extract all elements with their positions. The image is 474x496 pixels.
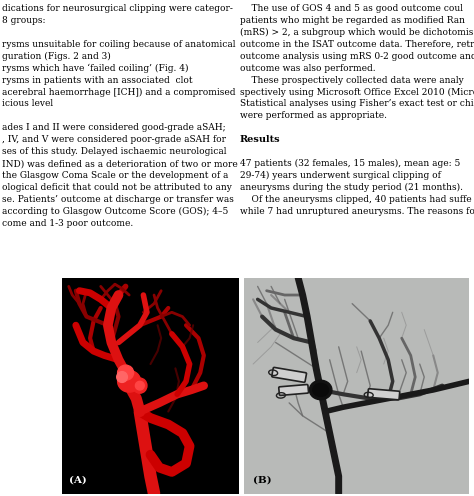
Text: rysms unsuitable for coiling because of anatomical: rysms unsuitable for coiling because of … [2,40,236,49]
Text: the Glasgow Coma Scale or the development of a: the Glasgow Coma Scale or the developmen… [2,171,228,180]
Text: The use of GOS 4 and 5 as good outcome coul: The use of GOS 4 and 5 as good outcome c… [240,4,463,13]
FancyBboxPatch shape [272,368,307,382]
Text: IND) was defined as a deterioration of two or more: IND) was defined as a deterioration of t… [2,159,238,168]
Text: These prospectively collected data were analy: These prospectively collected data were … [240,75,464,85]
Text: outcome analysis using mRS 0-2 good outcome and: outcome analysis using mRS 0-2 good outc… [240,52,474,61]
Text: come and 1-3 poor outcome.: come and 1-3 poor outcome. [2,219,133,228]
Ellipse shape [117,372,128,382]
Ellipse shape [310,380,332,400]
Ellipse shape [118,371,141,392]
Ellipse shape [118,365,134,380]
Text: rysms in patients with an associated  clot: rysms in patients with an associated clo… [2,75,192,85]
Text: outcome in the ISAT outcome data. Therefore, retr: outcome in the ISAT outcome data. Theref… [240,40,474,49]
Text: Results: Results [240,135,281,144]
Text: se. Patients’ outcome at discharge or transfer was: se. Patients’ outcome at discharge or tr… [2,195,234,204]
Text: according to Glasgow Outcome Score (GOS); 4–5: according to Glasgow Outcome Score (GOS)… [2,207,228,216]
Text: 8 groups:: 8 groups: [2,16,46,25]
Text: acerebral haemorrhage [ICH]) and a compromised: acerebral haemorrhage [ICH]) and a compr… [2,87,236,97]
FancyBboxPatch shape [368,389,400,400]
Text: were performed as appropriate.: were performed as appropriate. [240,112,387,121]
Ellipse shape [136,381,144,390]
Text: ological deficit that could not be attributed to any: ological deficit that could not be attri… [2,183,232,192]
Text: Of the aneurysms clipped, 40 patients had suffe: Of the aneurysms clipped, 40 patients ha… [240,195,472,204]
Text: guration (Figs. 2 and 3): guration (Figs. 2 and 3) [2,52,111,61]
Text: ses of this study. Delayed ischaemic neurological: ses of this study. Delayed ischaemic neu… [2,147,227,156]
Text: dications for neurosurgical clipping were categor-: dications for neurosurgical clipping wer… [2,4,233,13]
Text: , IV, and V were considered poor-grade aSAH for: , IV, and V were considered poor-grade a… [2,135,226,144]
Text: 29-74) years underwent surgical clipping of: 29-74) years underwent surgical clipping… [240,171,441,180]
Text: (mRS) > 2, a subgroup which would be dichotomis: (mRS) > 2, a subgroup which would be dic… [240,28,474,37]
Text: spectively using Microsoft Office Excel 2010 (Micros: spectively using Microsoft Office Excel … [240,87,474,97]
Text: (A): (A) [69,476,86,485]
Ellipse shape [133,378,147,393]
Text: Statistical analyses using Fisher’s exact test or chi-s: Statistical analyses using Fisher’s exac… [240,99,474,109]
FancyBboxPatch shape [279,384,309,395]
Ellipse shape [313,383,328,396]
Text: 47 patients (32 females, 15 males), mean age: 5: 47 patients (32 females, 15 males), mean… [240,159,460,168]
Text: outcome was also performed.: outcome was also performed. [240,63,375,72]
Text: (B): (B) [253,476,272,485]
Text: rysms which have ‘failed coiling’ (Fig. 4): rysms which have ‘failed coiling’ (Fig. … [2,63,189,73]
Text: aneurysms during the study period (21 months).: aneurysms during the study period (21 mo… [240,183,463,192]
Text: while 7 had unruptured aneurysms. The reasons fo: while 7 had unruptured aneurysms. The re… [240,207,474,216]
Text: ades I and II were considered good-grade aSAH;: ades I and II were considered good-grade… [2,124,226,132]
Text: patients who might be regarded as modified Ran: patients who might be regarded as modifi… [240,16,465,25]
Text: icious level: icious level [2,99,53,109]
